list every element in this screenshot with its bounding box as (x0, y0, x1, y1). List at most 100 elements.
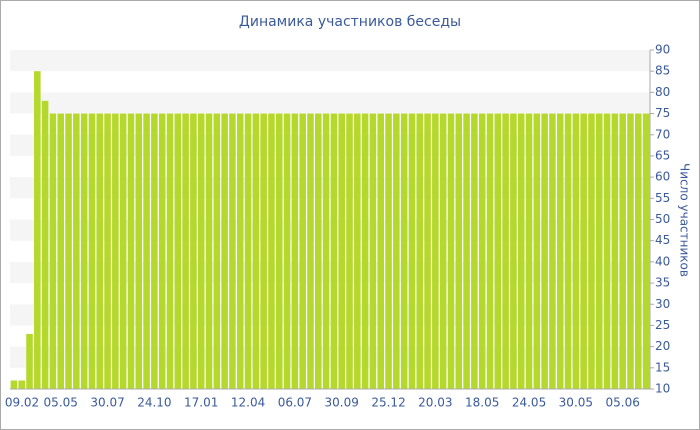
bar (595, 113, 603, 389)
y-tick-label: 80 (655, 85, 670, 99)
bar (190, 113, 197, 389)
bar (556, 113, 564, 389)
y-tick-label: 10 (655, 382, 670, 396)
bar (385, 113, 392, 389)
y-tick-label: 45 (655, 233, 670, 247)
bar (572, 113, 580, 389)
bar (549, 113, 556, 389)
bar (291, 113, 299, 389)
y-tick-label: 40 (655, 254, 670, 268)
bar (275, 113, 283, 389)
bar (57, 113, 65, 389)
bar (65, 113, 72, 389)
y-tick-label: 25 (655, 318, 670, 332)
bar (112, 113, 119, 389)
x-tick-label: 17.01 (184, 396, 218, 410)
bar (127, 113, 135, 389)
bar (182, 113, 189, 389)
x-tick-label: 24.05 (512, 396, 546, 410)
bar (478, 113, 486, 389)
bar (338, 113, 345, 389)
bar (533, 113, 541, 389)
bar (73, 113, 80, 389)
bar (354, 113, 361, 389)
bar (307, 113, 314, 389)
x-tick-label: 12.04 (231, 396, 265, 410)
y-tick-label: 85 (655, 64, 670, 78)
bar (330, 113, 338, 389)
bar (517, 113, 525, 389)
bar (315, 113, 322, 389)
bar (104, 113, 111, 389)
bar (268, 113, 275, 389)
bar (369, 113, 377, 389)
bar (143, 113, 150, 389)
bar (463, 113, 470, 389)
bar (635, 113, 642, 389)
bar (525, 113, 533, 389)
bar (174, 113, 182, 389)
bar (541, 113, 548, 389)
bar (41, 100, 49, 389)
bar (119, 113, 127, 389)
bar (432, 113, 439, 389)
bar (88, 113, 96, 389)
y-tick-label: 55 (655, 191, 670, 205)
bar (502, 113, 509, 389)
x-tick-label: 09.02 (5, 396, 39, 410)
bar (322, 113, 330, 389)
grid-band (10, 50, 650, 72)
bar (377, 113, 385, 389)
x-tick-label: 30.05 (559, 396, 593, 410)
bar (471, 113, 478, 389)
x-tick-label: 05.05 (44, 396, 78, 410)
x-tick-label: 25.12 (371, 396, 405, 410)
bar (393, 113, 400, 389)
bar (603, 113, 611, 389)
bar (260, 113, 267, 389)
bar (642, 113, 650, 389)
y-axis-label: Число участников (678, 163, 692, 277)
bar (346, 113, 353, 389)
bar (439, 113, 447, 389)
bar (408, 113, 416, 389)
bar (424, 113, 431, 389)
bar (588, 113, 595, 389)
bar (197, 113, 205, 389)
x-tick-label: 30.07 (90, 396, 124, 410)
bar (34, 71, 41, 389)
bar (49, 113, 57, 389)
bar (486, 113, 494, 389)
x-tick-label: 24.10 (137, 396, 171, 410)
x-tick-label: 30.09 (325, 396, 359, 410)
grid-band (10, 92, 650, 114)
bar (252, 113, 260, 389)
bar (611, 113, 619, 389)
bar (166, 113, 174, 389)
bar (455, 113, 463, 389)
chart-title: Динамика участников беседы (239, 14, 461, 30)
y-tick-label: 70 (655, 127, 670, 141)
bar (213, 113, 221, 389)
y-tick-label: 20 (655, 339, 670, 353)
bar (135, 113, 143, 389)
y-tick-label: 15 (655, 360, 670, 374)
bar (494, 113, 502, 389)
y-tick-label: 75 (655, 106, 670, 120)
bar (205, 113, 213, 389)
y-tick-label: 65 (655, 148, 670, 162)
bar (400, 113, 408, 389)
bar (221, 113, 228, 389)
bar (229, 113, 236, 389)
bar (299, 113, 306, 389)
bar (18, 380, 25, 389)
bar (96, 113, 104, 389)
bar (416, 113, 424, 389)
y-tick-label: 50 (655, 212, 670, 226)
x-tick-label: 06.07 (278, 396, 312, 410)
bar (627, 113, 634, 389)
bar (564, 113, 572, 389)
bar (151, 113, 158, 389)
bar (580, 113, 587, 389)
